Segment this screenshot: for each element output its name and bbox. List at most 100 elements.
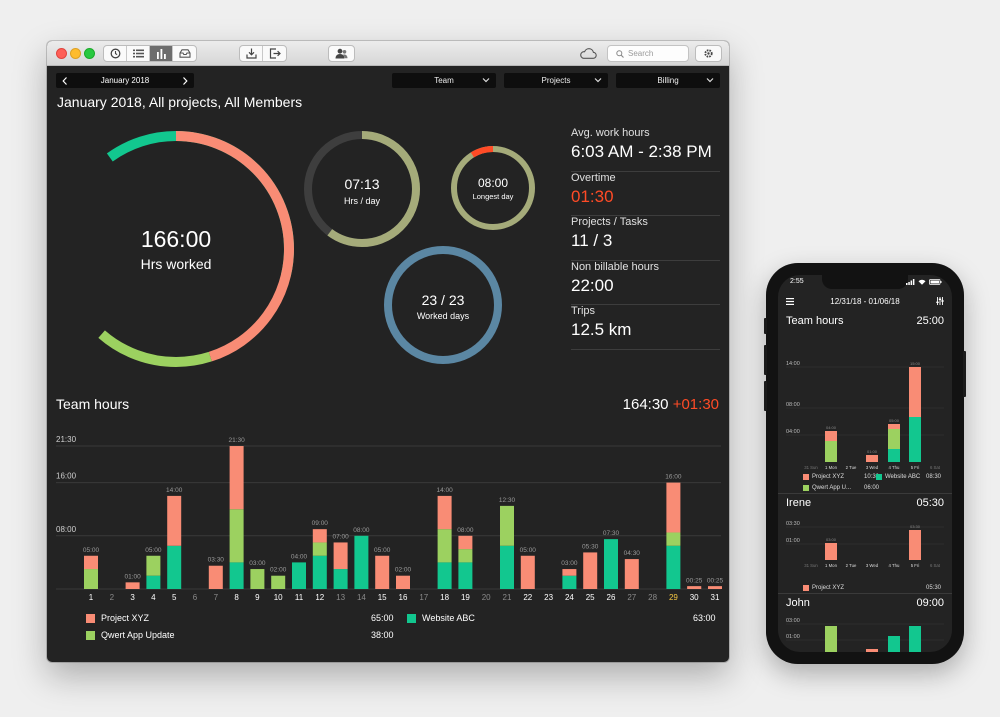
projects-dropdown[interactable]: Projects [504, 73, 608, 88]
bar-segment[interactable] [333, 569, 348, 589]
bar-total-label: 08:00 [353, 527, 370, 534]
close-window-button[interactable] [56, 48, 67, 59]
team-dropdown-label: Team [434, 76, 454, 85]
bar-segment[interactable] [437, 562, 452, 589]
bar-segment[interactable] [84, 555, 98, 570]
phone-mockup: 2:55 12/31/18 - 01/06/18 Team hours 25:0… [764, 263, 966, 664]
bar-segment[interactable] [888, 636, 900, 652]
bar-segment[interactable] [888, 449, 900, 462]
bar-segment[interactable] [312, 555, 327, 589]
filter-sliders-icon[interactable] [936, 297, 944, 305]
bar-segment[interactable] [125, 582, 140, 589]
bar-segment[interactable] [708, 586, 722, 589]
chart-view-button[interactable] [150, 46, 173, 61]
bar-segment[interactable] [825, 543, 837, 560]
stat-overtime: Overtime 01:30 [571, 172, 720, 216]
bar-segment[interactable] [687, 586, 702, 589]
bar-segment[interactable] [909, 367, 921, 417]
chevron-down-icon [594, 78, 602, 83]
bar-segment[interactable] [333, 542, 348, 570]
members-button[interactable] [328, 45, 355, 62]
bar-segment[interactable] [909, 530, 921, 560]
bar-total-label: 02:00 [270, 567, 287, 574]
zoom-window-button[interactable] [84, 48, 95, 59]
inbox-icon [178, 49, 191, 58]
bar-segment[interactable] [666, 482, 681, 533]
list-view-button[interactable] [127, 46, 150, 61]
chevron-left-icon[interactable] [62, 76, 68, 85]
y-tick-label: 08:00 [786, 402, 800, 408]
current-month[interactable]: January 2018 [100, 76, 150, 85]
bar-segment[interactable] [146, 555, 161, 576]
bar-segment[interactable] [666, 532, 681, 546]
x-tick-label: 24 [565, 593, 574, 602]
bar-segment[interactable] [888, 424, 900, 429]
stat-label: Projects / Tasks [571, 216, 648, 228]
bar-segment[interactable] [500, 505, 514, 546]
x-tick-label: 25 [586, 593, 595, 602]
bar-segment[interactable] [208, 565, 223, 589]
billing-dropdown[interactable]: Billing [616, 73, 720, 88]
bar-segment[interactable] [458, 549, 473, 563]
cloud-sync-icon[interactable] [579, 48, 597, 59]
bar-segment[interactable] [909, 626, 921, 652]
bar-segment[interactable] [437, 495, 452, 530]
x-tick-label: 9 [255, 593, 260, 602]
export-button[interactable] [263, 46, 286, 61]
hamburger-menu-icon[interactable] [786, 298, 794, 305]
x-tick-label: 5 [172, 593, 177, 602]
bar-segment[interactable] [866, 649, 878, 652]
month-navigator: January 2018 [56, 73, 194, 88]
inbox-view-button[interactable] [173, 46, 196, 61]
day-label: 31 Sun [804, 465, 818, 470]
bar-segment[interactable] [825, 626, 837, 652]
bar-segment[interactable] [583, 552, 598, 589]
search-field[interactable]: Search [607, 45, 689, 62]
bar-segment[interactable] [229, 509, 244, 563]
bar-segment[interactable] [825, 431, 837, 441]
bar-segment[interactable] [520, 555, 535, 589]
bar-segment[interactable] [825, 441, 837, 462]
bar-segment[interactable] [888, 429, 900, 449]
bar-segment[interactable] [271, 575, 286, 589]
chevron-right-icon[interactable] [182, 76, 188, 85]
phone-side-button [764, 345, 767, 375]
team-dropdown[interactable]: Team [392, 73, 496, 88]
bar-segment[interactable] [229, 562, 244, 589]
bar-segment[interactable] [458, 535, 473, 550]
clock-view-button[interactable] [104, 46, 127, 61]
title-bar: Search [47, 41, 729, 66]
x-tick-label: 14 [357, 593, 366, 602]
bar-segment[interactable] [167, 495, 182, 546]
bar-segment[interactable] [312, 529, 327, 543]
bar-segment[interactable] [458, 562, 473, 589]
bar-segment[interactable] [146, 575, 161, 589]
stat-value: 22:00 [571, 275, 614, 295]
bar-segment[interactable] [292, 562, 306, 589]
bar-segment[interactable] [562, 575, 577, 589]
minimize-window-button[interactable] [70, 48, 81, 59]
bar-segment[interactable] [250, 569, 265, 589]
bar-total-label: 16:00 [665, 474, 682, 481]
bar-segment[interactable] [562, 569, 577, 576]
import-button[interactable] [240, 46, 263, 61]
bar-segment[interactable] [604, 539, 618, 589]
bar-segment[interactable] [84, 569, 98, 589]
bar-segment[interactable] [500, 545, 514, 589]
bar-segment[interactable] [354, 535, 369, 589]
bar-segment[interactable] [396, 575, 410, 589]
settings-button[interactable] [695, 45, 722, 62]
bar-segment[interactable] [375, 555, 390, 589]
bar-segment[interactable] [866, 455, 878, 462]
bar-segment[interactable] [624, 559, 639, 589]
bar-segment[interactable] [437, 529, 452, 563]
bar-segment[interactable] [666, 545, 681, 589]
bar-segment[interactable] [312, 542, 327, 556]
bar-segment[interactable] [909, 417, 921, 462]
bar-segment[interactable] [229, 446, 244, 510]
import-export-group [239, 45, 287, 62]
bar-segment[interactable] [167, 545, 182, 589]
phone-date-range[interactable]: 12/31/18 - 01/06/18 [830, 297, 900, 306]
bar-total-label: 14:00 [436, 487, 453, 494]
y-tick-label: 21:30 [56, 435, 77, 444]
